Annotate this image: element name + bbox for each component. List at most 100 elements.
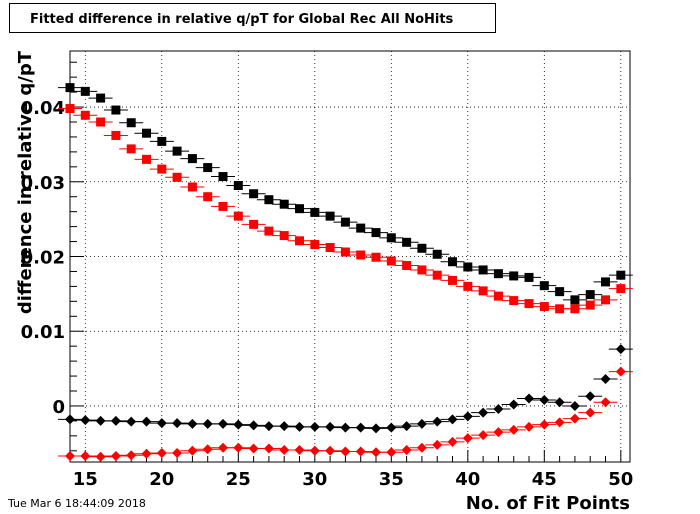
- data-point-diamond: [126, 450, 137, 461]
- timestamp: Tue Mar 6 18:44:09 2018: [8, 497, 146, 510]
- data-point-square: [539, 302, 549, 312]
- data-point-diamond: [294, 445, 305, 456]
- x-tick-label: 15: [73, 469, 98, 490]
- data-point-square: [295, 236, 305, 246]
- data-point-square: [570, 304, 580, 314]
- data-point-diamond: [524, 421, 535, 432]
- data-point-square: [279, 199, 289, 209]
- data-point-diamond: [615, 366, 626, 377]
- data-point-diamond: [569, 400, 580, 411]
- chart-title: Fitted difference in relative q/pT for G…: [30, 12, 454, 27]
- data-point-square: [279, 231, 289, 241]
- y-tick-label: 0.02: [21, 248, 65, 269]
- y-axis-label: difference in relative q/pT: [15, 50, 36, 314]
- data-point-diamond: [371, 423, 382, 434]
- data-point-diamond: [478, 407, 489, 418]
- data-point-square: [96, 93, 106, 103]
- data-point-diamond: [141, 416, 152, 427]
- data-point-diamond: [401, 421, 412, 432]
- data-point-diamond: [218, 442, 229, 453]
- data-point-square: [203, 192, 213, 202]
- data-point-diamond: [187, 445, 198, 456]
- data-point-diamond: [172, 418, 183, 429]
- data-point-square: [157, 136, 167, 146]
- data-point-square: [356, 223, 366, 233]
- data-point-diamond: [355, 446, 366, 457]
- data-point-diamond: [340, 446, 351, 457]
- data-point-square: [340, 247, 350, 257]
- data-point-square: [249, 189, 259, 199]
- data-point-square: [325, 211, 335, 221]
- data-point-diamond: [386, 447, 397, 458]
- x-tick-label: 25: [226, 469, 251, 490]
- data-point-diamond: [600, 397, 611, 408]
- data-point-square: [585, 300, 595, 310]
- data-point-square: [463, 281, 473, 291]
- data-point-square: [402, 260, 412, 270]
- data-point-diamond: [187, 418, 198, 429]
- data-point-square: [218, 172, 228, 182]
- data-point-square: [340, 217, 350, 227]
- data-point-diamond: [172, 448, 183, 459]
- data-point-square: [386, 256, 396, 266]
- data-point-diamond: [569, 413, 580, 424]
- data-point-square: [172, 146, 182, 156]
- data-point-diamond: [233, 442, 244, 453]
- data-point-diamond: [309, 421, 320, 432]
- data-point-diamond: [263, 421, 274, 432]
- axes: 15 20 25 30 35 40 45 50 0 0.01 0.02 0.03 0.04: [21, 61, 633, 490]
- data-point-diamond: [80, 451, 91, 462]
- data-point-diamond: [325, 445, 336, 456]
- data-point-square: [187, 154, 197, 164]
- data-point-square: [65, 83, 75, 93]
- data-point-square: [142, 128, 152, 138]
- data-point-diamond: [554, 417, 565, 428]
- data-point-square: [417, 265, 427, 275]
- data-point-square: [80, 86, 90, 96]
- data-point-diamond: [202, 418, 213, 429]
- x-tick-label: 50: [608, 469, 633, 490]
- data-point-square: [249, 219, 259, 229]
- data-point-square: [402, 237, 412, 247]
- data-point-square: [233, 181, 243, 191]
- data-point-square: [463, 262, 473, 272]
- data-point-square: [570, 295, 580, 305]
- chart-title-box: Fitted difference in relative q/pT for G…: [9, 3, 496, 33]
- data-point-square: [616, 270, 626, 280]
- data-point-square: [142, 154, 152, 164]
- data-point-diamond: [462, 433, 473, 444]
- grid-lines: [70, 51, 630, 462]
- data-point-diamond: [447, 436, 458, 447]
- data-point-square: [310, 207, 320, 217]
- data-point-diamond: [539, 394, 550, 405]
- data-point-square: [126, 144, 136, 154]
- data-point-diamond: [110, 451, 121, 462]
- data-point-diamond: [80, 415, 91, 426]
- data-point-square: [509, 296, 519, 306]
- data-point-square: [310, 240, 320, 250]
- data-point-diamond: [202, 444, 213, 455]
- data-point-diamond: [539, 419, 550, 430]
- data-point-diamond: [141, 448, 152, 459]
- data-point-square: [601, 277, 611, 287]
- data-point-square: [386, 233, 396, 243]
- data-point-square: [371, 252, 381, 262]
- data-point-square: [478, 265, 488, 275]
- data-point-diamond: [585, 407, 596, 418]
- data-point-diamond: [554, 397, 565, 408]
- x-tick-label: 40: [455, 469, 480, 490]
- data-point-diamond: [126, 416, 137, 427]
- data-point-diamond: [248, 420, 259, 431]
- data-point-square: [325, 243, 335, 253]
- data-point-diamond: [508, 399, 519, 410]
- data-point-diamond: [447, 414, 458, 425]
- data-point-square: [157, 164, 167, 174]
- data-point-square: [555, 304, 565, 314]
- data-point-square: [264, 195, 274, 205]
- data-point-square: [295, 204, 305, 214]
- data-point-square: [432, 270, 442, 280]
- data-point-diamond: [95, 415, 106, 426]
- data-point-diamond: [478, 430, 489, 441]
- data-point-diamond: [279, 421, 290, 432]
- data-point-diamond: [233, 419, 244, 430]
